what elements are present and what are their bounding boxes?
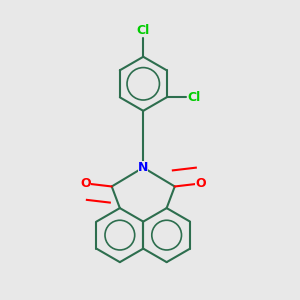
Text: N: N <box>138 161 148 174</box>
Text: O: O <box>195 177 206 190</box>
Text: O: O <box>81 177 92 190</box>
Text: Cl: Cl <box>136 23 150 37</box>
Text: Cl: Cl <box>187 91 200 104</box>
